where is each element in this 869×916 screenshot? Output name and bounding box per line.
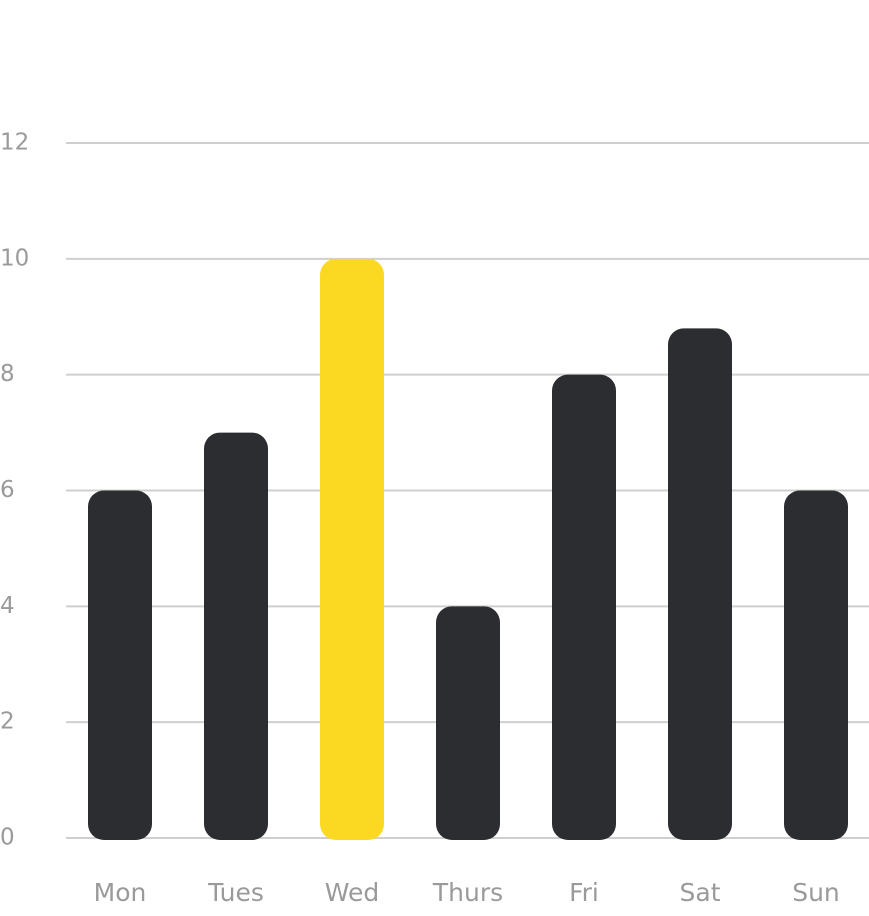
y-tick-label: 12	[0, 130, 29, 156]
bar	[204, 432, 268, 840]
x-tick-label: Sat	[680, 878, 721, 907]
x-tick-label: Wed	[325, 878, 380, 907]
bar	[668, 328, 732, 840]
bar	[320, 258, 384, 840]
x-tick-label: Sun	[792, 878, 840, 907]
y-tick-label: 8	[0, 361, 15, 387]
bar	[784, 490, 848, 840]
x-tick-label: Tues	[207, 878, 264, 907]
y-tick-label: 2	[0, 709, 15, 735]
bar	[436, 606, 500, 840]
bar	[88, 490, 152, 840]
x-tick-label: Thurs	[432, 878, 503, 907]
y-tick-label: 4	[0, 593, 15, 619]
y-tick-label: 6	[0, 477, 15, 503]
bar	[552, 374, 616, 840]
y-tick-label: 10	[0, 245, 29, 271]
x-tick-label: Mon	[94, 878, 147, 907]
y-tick-label: 0	[0, 825, 15, 851]
x-tick-label: Fri	[569, 878, 599, 907]
